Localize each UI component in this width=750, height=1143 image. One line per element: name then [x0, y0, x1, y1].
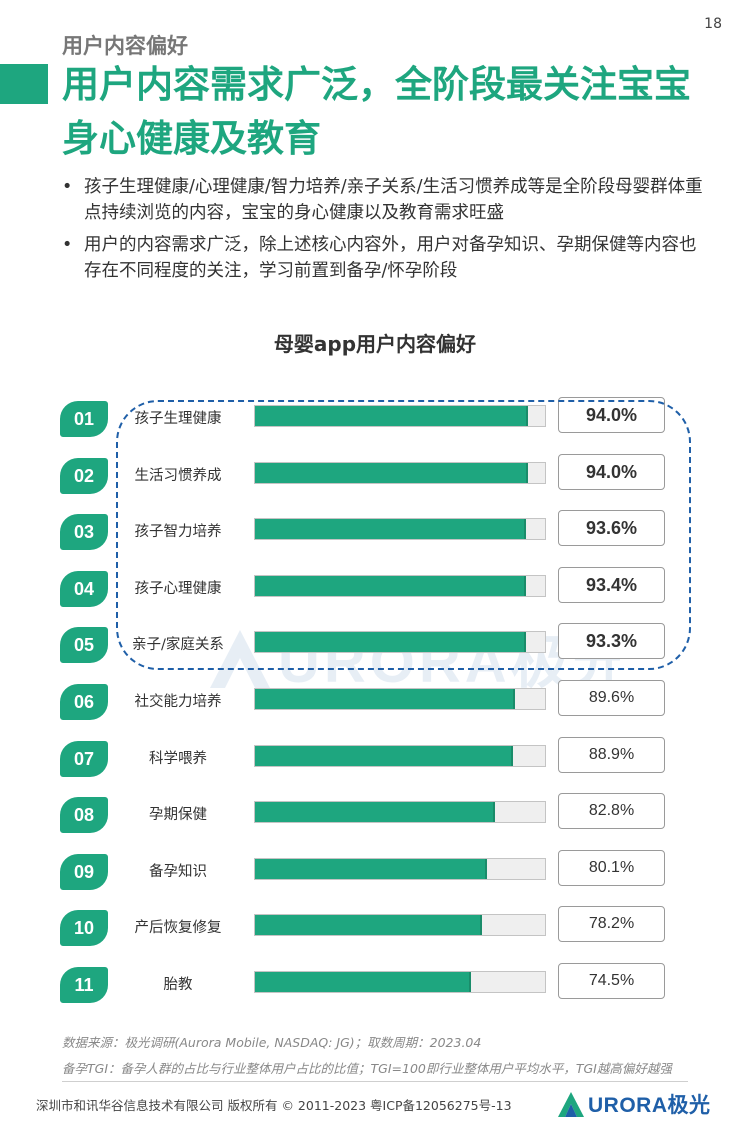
rank-badge: 02 [60, 457, 108, 494]
bar-track [254, 405, 546, 427]
value-label: 74.5% [558, 963, 665, 999]
bar-track [254, 801, 546, 824]
rank-badge: 06 [60, 684, 108, 720]
section-tag: 用户内容偏好 [62, 34, 188, 58]
rank-badge: 03 [60, 514, 108, 551]
value-label: 93.6% [558, 510, 665, 547]
rank-badge: 09 [60, 853, 108, 890]
value-label: 89.6% [558, 680, 665, 716]
category-label: 孩子心理健康 [134, 580, 222, 597]
rank-badge: 07 [60, 740, 108, 777]
category-label: 科学喂养 [149, 750, 207, 767]
category-label: 生活习惯养成 [134, 467, 222, 484]
rank-badge: 05 [60, 627, 108, 664]
chart-row: 08 孕期保健 82.8% [0, 791, 750, 839]
bar [255, 972, 471, 992]
bar-track [254, 631, 546, 654]
bullet-dot-icon: • [62, 235, 73, 255]
bullet-item: • 孩子生理健康/心理健康/智力培养/亲子关系/生活习惯养成等是全阶段母婴群体重点… [62, 174, 712, 226]
value-label: 78.2% [558, 906, 665, 943]
page-number: 18 [704, 16, 722, 32]
bar-track [254, 688, 546, 710]
top5-highlight-box [116, 400, 691, 670]
chart-row: 06 社交能力培养 89.6% [0, 678, 750, 726]
chart-row: 01 孩子生理健康 94.0% [0, 395, 750, 443]
category-label: 产后恢复修复 [134, 920, 222, 937]
category-label: 孕期保健 [149, 807, 207, 824]
chart-row: 10 产后恢复修复 78.2% [0, 904, 750, 952]
bullet-dot-icon: • [62, 177, 73, 197]
bar [255, 858, 487, 879]
aurora-logo-icon [558, 1092, 584, 1117]
bar [255, 802, 495, 823]
chart-row: 03 孩子智力培养 93.6% [0, 508, 750, 556]
bar [255, 462, 528, 483]
bar-track [254, 857, 546, 880]
rank-badge: 10 [60, 910, 108, 947]
footer-copyright: 深圳市和讯华谷信息技术有限公司 版权所有 © 2011-2023 粤ICP备12… [36, 1098, 512, 1113]
value-label: 80.1% [558, 849, 665, 886]
bar [255, 632, 526, 653]
bar-track [254, 971, 546, 993]
chart-row: 02 生活习惯养成 94.0% [0, 452, 750, 500]
value-label: 94.0% [558, 453, 665, 490]
chart-row: 05 亲子/家庭关系 93.3% [0, 621, 750, 669]
bar [255, 519, 526, 540]
rank-badge: 11 [60, 967, 108, 1003]
rank-badge: 04 [60, 570, 108, 607]
chart-row: 04 孩子心理健康 93.4% [0, 565, 750, 613]
bullet-text: 用户的内容需求广泛，除上述核心内容外，用户对备孕知识、孕期保健等内容也存在不同程… [84, 235, 697, 281]
bar [255, 745, 513, 766]
value-label: 82.8% [558, 793, 665, 830]
value-label: 93.4% [558, 566, 665, 603]
value-label: 93.3% [558, 623, 665, 660]
bar [255, 689, 515, 709]
category-label: 胎教 [163, 977, 193, 993]
value-label: 88.9% [558, 736, 665, 773]
rank-badge: 08 [60, 797, 108, 834]
category-label: 备孕知识 [149, 863, 207, 880]
category-label: 社交能力培养 [134, 694, 222, 710]
footer-logo-text: URORA极光 [588, 1094, 711, 1117]
tgi-definition-note: 备孕TGI：备孕人群的占比与行业整体用户占比的比值；TGI=100即行业整体用户… [62, 1061, 672, 1076]
footer-divider [62, 1081, 688, 1082]
bar-track [254, 744, 546, 767]
bullet-list: • 孩子生理健康/心理健康/智力培养/亲子关系/生活习惯养成等是全阶段母婴群体重点… [62, 174, 712, 290]
bar-track [254, 914, 546, 937]
chart-row: 11 胎教 74.5% [0, 961, 750, 1009]
bullet-text: 孩子生理健康/心理健康/智力培养/亲子关系/生活习惯养成等是全阶段母婴群体重点持… [84, 177, 703, 223]
chart-title: 母婴app用户内容偏好 [273, 332, 477, 356]
footer-logo: URORA极光 [556, 1086, 711, 1122]
title-accent-bar [0, 64, 48, 104]
chart-row: 09 备孕知识 80.1% [0, 848, 750, 896]
bar [255, 406, 528, 426]
bar [255, 575, 526, 596]
chart-row: 07 科学喂养 88.9% [0, 735, 750, 783]
rank-badge: 01 [60, 401, 108, 437]
bar-track [254, 461, 546, 484]
bar [255, 915, 482, 936]
bar-track [254, 518, 546, 541]
page-title: 用户内容需求广泛，全阶段最关注宝宝身心健康及教育 [62, 63, 691, 160]
bar-track [254, 574, 546, 597]
source-note: 数据来源：极光调研(Aurora Mobile, NASDAQ: JG)；取数周… [62, 1035, 482, 1050]
value-label: 94.0% [558, 397, 665, 433]
category-label: 孩子智力培养 [134, 524, 222, 541]
bullet-item: • 用户的内容需求广泛，除上述核心内容外，用户对备孕知识、孕期保健等内容也存在不同… [62, 232, 712, 284]
